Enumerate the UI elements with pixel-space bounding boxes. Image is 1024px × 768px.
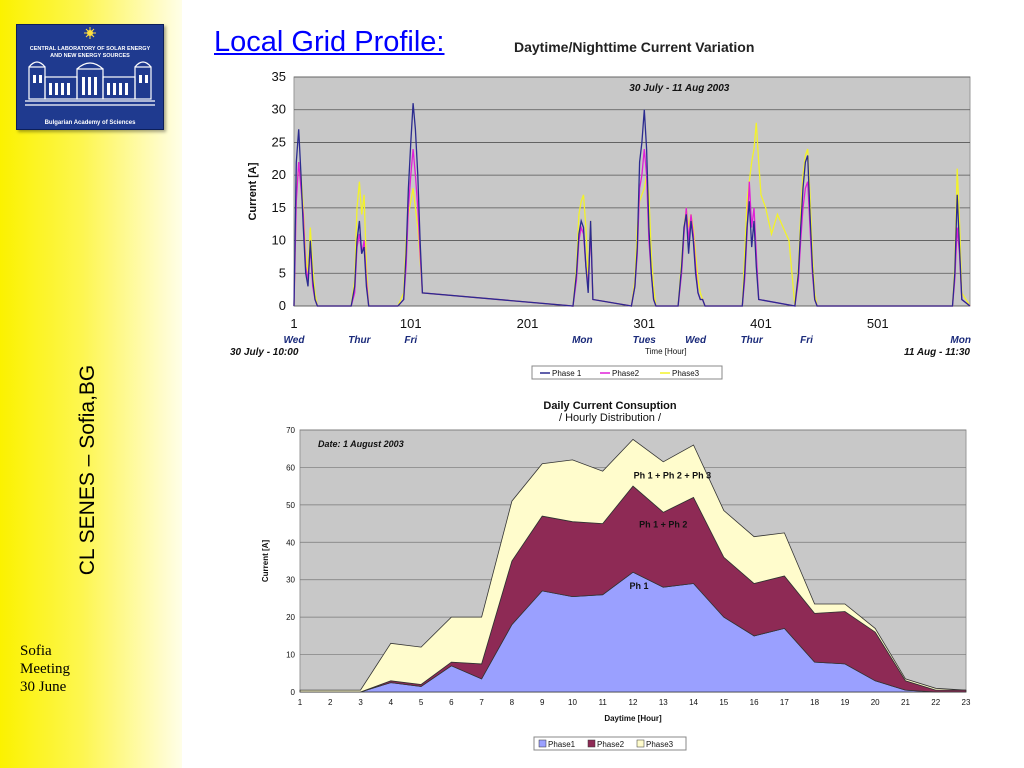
x-tick-label: 14 — [689, 698, 698, 707]
laboratory-logo: CENTRAL LABORATORY OF SOLAR ENERGY AND N… — [16, 24, 164, 130]
y-tick-label: 25 — [272, 134, 286, 149]
x-tick-label: 501 — [867, 316, 889, 331]
area-label: Ph 1 + Ph 2 — [639, 519, 687, 529]
series-line-1 — [293, 103, 971, 307]
x-tick-label: 6 — [449, 698, 454, 707]
y-tick-label: 35 — [272, 69, 286, 84]
x-tick-label: 2 — [328, 698, 333, 707]
x-tick-label: 4 — [389, 698, 394, 707]
x-tick-label: 22 — [931, 698, 940, 707]
legend-label: Phase3 — [646, 740, 674, 749]
footer-line-3: 30 June — [20, 679, 67, 695]
legend-label: Phase2 — [612, 369, 640, 378]
x-tick-label: 101 — [400, 316, 422, 331]
x-tick-label: 3 — [358, 698, 363, 707]
end-label: 11 Aug - 11:30 — [904, 347, 970, 358]
legend — [531, 365, 723, 380]
slide-title[interactable]: Local Grid Profile: — [214, 26, 445, 58]
area-chart: Daily Current Consuption/ Hourly Distrib… — [261, 400, 971, 751]
x-axis-title: Daytime [Hour] — [604, 714, 662, 723]
y-tick-label: 30 — [286, 576, 295, 585]
x-tick-label: 20 — [871, 698, 880, 707]
chart-title: Daily Current Consuption — [543, 400, 677, 412]
day-label: Fri — [800, 335, 813, 346]
area-label: Ph 1 — [630, 581, 649, 591]
legend-swatch — [636, 739, 645, 748]
x-tick-label: 7 — [479, 698, 484, 707]
x-tick-label: 401 — [750, 316, 772, 331]
y-axis-title: Current [A] — [261, 540, 270, 583]
x-tick-label: 301 — [633, 316, 655, 331]
y-tick-label: 0 — [291, 688, 296, 697]
legend-label: Phase3 — [672, 369, 700, 378]
y-tick-label: 10 — [286, 651, 295, 660]
legend — [533, 736, 687, 751]
start-label: 30 July - 10:00 — [230, 347, 299, 358]
day-label: Mon — [950, 335, 971, 346]
day-label: Mon — [572, 335, 593, 346]
x-tick-label: 23 — [962, 698, 971, 707]
legend-label: Phase 1 — [552, 369, 582, 378]
x-tick-label: 21 — [901, 698, 910, 707]
x-tick-label: 8 — [510, 698, 515, 707]
legend-swatch — [538, 739, 547, 748]
chart-title: Daytime/Nighttime Current Variation — [514, 39, 754, 55]
x-tick-label: 1 — [290, 316, 297, 331]
legend-label: Phase1 — [548, 740, 576, 749]
area-label: Ph 1 + Ph 2 + Ph 3 — [634, 471, 712, 481]
sidebar: CENTRAL LABORATORY OF SOLAR ENERGY AND N… — [0, 0, 182, 768]
building-icon — [25, 27, 155, 106]
day-label: Wed — [284, 335, 306, 346]
x-tick-label: 13 — [659, 698, 668, 707]
x-tick-label: 1 — [298, 698, 303, 707]
y-tick-label: 70 — [286, 426, 295, 435]
plot-area — [293, 76, 971, 307]
chart-subtitle: 30 July - 11 Aug 2003 — [629, 83, 729, 94]
legend-label: Phase2 — [597, 740, 625, 749]
x-tick-label: 201 — [517, 316, 539, 331]
x-tick-label: 5 — [419, 698, 424, 707]
day-label: Wed — [685, 335, 707, 346]
y-tick-label: 10 — [272, 233, 286, 248]
date-annotation: Date: 1 August 2003 — [318, 439, 404, 449]
y-tick-label: 0 — [279, 298, 286, 313]
x-tick-label: 15 — [719, 698, 728, 707]
legend-swatch — [587, 739, 596, 748]
x-tick-label: 12 — [629, 698, 638, 707]
day-label: Fri — [404, 335, 417, 346]
x-tick-label: 19 — [840, 698, 849, 707]
y-tick-label: 50 — [286, 501, 295, 510]
day-label: Thur — [741, 335, 764, 346]
footer-line-2: Meeting — [20, 661, 70, 677]
stacked-area-3 — [299, 438, 967, 693]
y-tick-label: 60 — [286, 463, 295, 472]
logo-line-1: CENTRAL LABORATORY OF SOLAR ENERGY — [29, 46, 151, 52]
y-tick-label: 15 — [272, 200, 286, 215]
x-tick-label: 17 — [780, 698, 789, 707]
chart-subtitle: / Hourly Distribution / — [559, 412, 662, 424]
y-axis-title: Current [A] — [247, 162, 259, 220]
x-axis-title: Time [Hour] — [645, 347, 687, 356]
line-chart: Daytime/Nighttime Current Variation05101… — [230, 39, 971, 380]
meeting-footer: Sofia Meeting 30 June — [20, 642, 70, 696]
x-tick-label: 16 — [750, 698, 759, 707]
y-tick-label: 30 — [272, 102, 286, 117]
footer-line-1: Sofia — [20, 643, 52, 659]
x-tick-label: 18 — [810, 698, 819, 707]
logo-bottom-text: Bulgarian Academy of Sciences — [44, 120, 136, 126]
y-tick-label: 40 — [286, 538, 295, 547]
y-tick-label: 20 — [272, 167, 286, 182]
y-tick-label: 20 — [286, 613, 295, 622]
vertical-caption: CL SENES – Sofia,BG — [76, 364, 99, 576]
y-tick-label: 5 — [279, 265, 286, 280]
x-tick-label: 10 — [568, 698, 577, 707]
logo-line-2: AND NEW ENERGY SOURCES — [50, 53, 130, 59]
day-label: Tues — [633, 335, 657, 346]
day-label: Thur — [348, 335, 371, 346]
x-tick-label: 9 — [540, 698, 545, 707]
x-tick-label: 11 — [599, 698, 608, 707]
